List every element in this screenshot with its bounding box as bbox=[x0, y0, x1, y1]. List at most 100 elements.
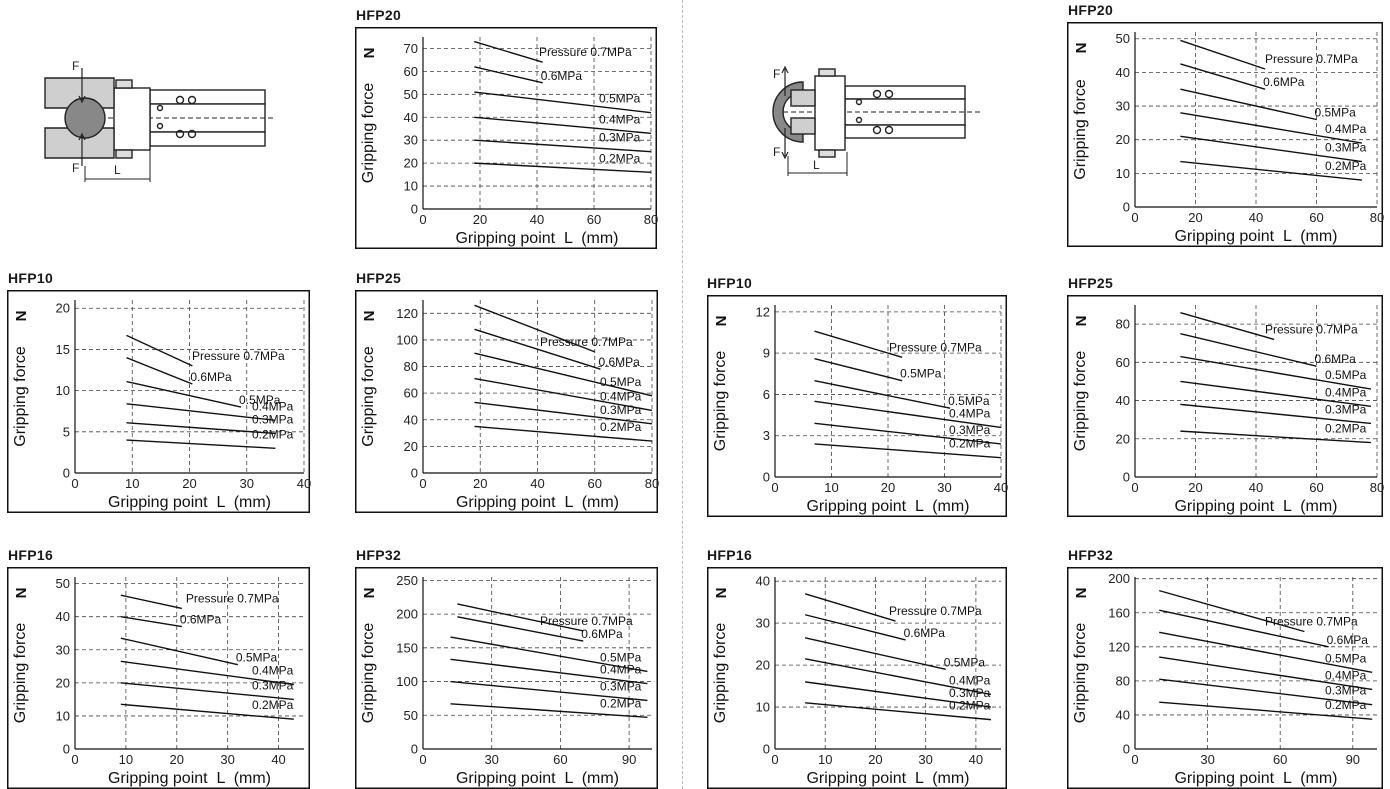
series-line bbox=[450, 680, 648, 702]
y-tick-label: 40 bbox=[1116, 65, 1130, 80]
y-tick-label: 10 bbox=[404, 179, 418, 194]
y-axis-label: Gripping force bbox=[1072, 79, 1089, 180]
series-line bbox=[126, 334, 193, 367]
series-label: 0.4MPa bbox=[1325, 122, 1367, 136]
series-label: Pressure 0.7MPa bbox=[889, 604, 982, 618]
svg-text:L: L bbox=[114, 163, 121, 177]
y-tick-label: 0 bbox=[763, 470, 770, 485]
y-tick-label: 0 bbox=[1123, 742, 1130, 757]
series-line bbox=[1180, 403, 1372, 425]
y-tick-label: 0 bbox=[1123, 470, 1130, 485]
x-tick-label: 60 bbox=[1309, 210, 1323, 225]
y-tick-label: 30 bbox=[1116, 99, 1130, 114]
center-divider bbox=[682, 0, 683, 789]
x-tick-label: 60 bbox=[588, 476, 602, 491]
series-line bbox=[120, 594, 183, 610]
series-label: Pressure 0.7MPa bbox=[192, 349, 285, 363]
series-line bbox=[474, 377, 653, 412]
x-tick-label: 20 bbox=[868, 752, 882, 767]
series-line bbox=[474, 66, 543, 84]
chart-frame bbox=[7, 290, 310, 513]
series-label: 0.4MPa bbox=[600, 663, 642, 677]
y-axis-label: Gripping force bbox=[12, 623, 29, 724]
y-tick-label: 40 bbox=[1116, 393, 1130, 408]
series-line bbox=[457, 603, 584, 632]
x-tick-label: 0 bbox=[1131, 480, 1138, 495]
x-tick-label: 0 bbox=[71, 752, 78, 767]
x-axis-label: Gripping point L (mm) bbox=[1174, 770, 1337, 787]
series-line bbox=[804, 637, 946, 670]
series-label: 0.2MPa bbox=[600, 696, 642, 710]
series-label: 0.6MPa bbox=[904, 626, 946, 640]
series-label: 0.4MPa bbox=[1325, 385, 1367, 399]
x-tick-label: 20 bbox=[473, 212, 487, 227]
y-unit-label: N bbox=[713, 588, 730, 599]
series-line bbox=[1180, 63, 1266, 90]
chart-left-hfp25: 0 20 40 60 80 0 20 40 60 80 100 120 Gripping point L… bbox=[355, 290, 659, 513]
chart-title: HFP25 bbox=[356, 270, 402, 286]
y-axis-label: Gripping force bbox=[1072, 623, 1089, 724]
y-tick-label: 5 bbox=[63, 424, 70, 439]
y-tick-label: 40 bbox=[404, 110, 418, 125]
series-line bbox=[814, 443, 1002, 459]
y-tick-label: 20 bbox=[56, 301, 70, 316]
y-axis-label: Gripping force bbox=[712, 351, 729, 452]
series-line bbox=[1159, 701, 1373, 720]
series-label: 0.5MPa bbox=[900, 367, 942, 381]
x-tick-label: 20 bbox=[473, 476, 487, 491]
gripper-schematic-outer: F F L bbox=[772, 65, 980, 176]
series-label: 0.4MPa bbox=[252, 664, 294, 678]
x-tick-label: 30 bbox=[240, 476, 254, 491]
chart-left-hfp10: 0 10 20 30 40 0 5 10 15 20 Gripping point L (mm) Gr… bbox=[7, 290, 311, 513]
x-tick-label: 20 bbox=[182, 476, 196, 491]
y-tick-label: 30 bbox=[756, 616, 770, 631]
chart-frame bbox=[707, 567, 1007, 789]
y-axis-label: Gripping force bbox=[1072, 351, 1089, 452]
y-tick-label: 200 bbox=[396, 607, 418, 622]
y-tick-label: 40 bbox=[404, 412, 418, 427]
series-label: Pressure 0.7MPa bbox=[889, 340, 982, 354]
x-tick-label: 40 bbox=[1249, 210, 1263, 225]
chart-right-hfp10: 0 10 20 30 40 0 3 6 9 12 Gripping point L (mm) Grip… bbox=[707, 295, 1008, 517]
x-axis-label: Gripping point L (mm) bbox=[455, 230, 618, 247]
series-label: 0.2MPa bbox=[1325, 159, 1367, 173]
x-tick-label: 0 bbox=[419, 212, 426, 227]
series-line bbox=[450, 658, 648, 685]
series-line bbox=[1180, 112, 1362, 144]
y-tick-label: 80 bbox=[404, 359, 418, 374]
series-label: 0.4MPa bbox=[599, 112, 641, 126]
y-tick-label: 100 bbox=[396, 674, 418, 689]
y-tick-label: 0 bbox=[63, 742, 70, 757]
x-tick-label: 40 bbox=[994, 480, 1008, 495]
y-tick-label: 120 bbox=[396, 306, 418, 321]
x-tick-label: 20 bbox=[1188, 480, 1202, 495]
x-tick-label: 60 bbox=[1309, 480, 1323, 495]
series-label: 0.2MPa bbox=[599, 151, 641, 165]
series-label: 0.3MPa bbox=[252, 412, 294, 426]
x-tick-label: 90 bbox=[622, 752, 636, 767]
svg-text:L: L bbox=[813, 158, 820, 172]
y-tick-label: 0 bbox=[63, 466, 70, 481]
y-tick-label: 10 bbox=[56, 383, 70, 398]
x-axis-label: Gripping point L (mm) bbox=[456, 770, 619, 787]
series-label: 0.2MPa bbox=[600, 420, 642, 434]
x-tick-label: 40 bbox=[530, 212, 544, 227]
y-tick-label: 70 bbox=[404, 41, 418, 56]
x-tick-label: 40 bbox=[297, 476, 311, 491]
y-tick-label: 30 bbox=[56, 642, 70, 657]
x-tick-label: 40 bbox=[530, 476, 544, 491]
chart-title: HFP20 bbox=[1068, 2, 1114, 18]
y-tick-label: 0 bbox=[1123, 200, 1130, 215]
series-line bbox=[474, 304, 596, 353]
y-axis-label: Gripping force bbox=[360, 346, 377, 447]
series-line bbox=[805, 702, 992, 721]
series-label: Pressure 0.7MPa bbox=[539, 45, 632, 59]
x-axis-label: Gripping point L (mm) bbox=[1174, 498, 1337, 515]
svg-text:F: F bbox=[72, 59, 79, 73]
y-tick-label: 80 bbox=[1116, 673, 1130, 688]
y-tick-label: 50 bbox=[404, 87, 418, 102]
x-tick-label: 60 bbox=[1273, 752, 1287, 767]
y-unit-label: N bbox=[361, 311, 378, 322]
series-line bbox=[120, 637, 238, 666]
